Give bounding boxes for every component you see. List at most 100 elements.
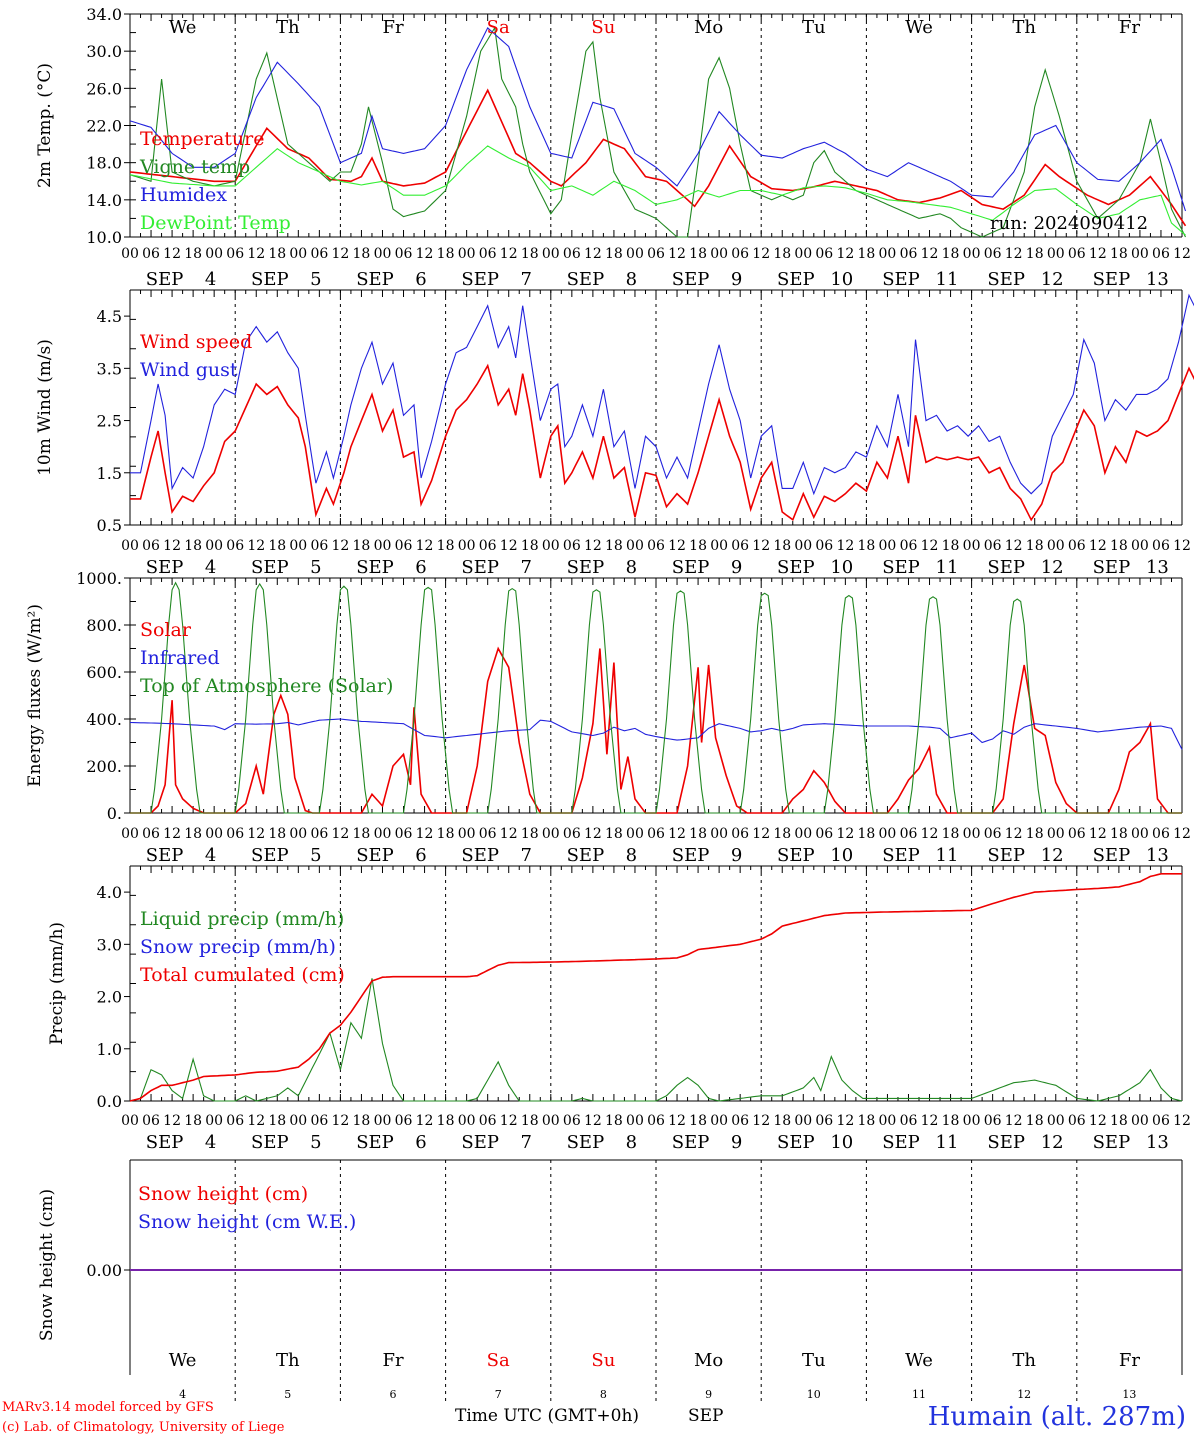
hour-tick-label: 06	[310, 538, 328, 554]
date-month-label: SEP	[777, 1132, 815, 1153]
hour-tick-label: 12	[668, 1113, 686, 1129]
hour-tick-label: 06	[984, 538, 1002, 554]
hour-tick-label: 00	[626, 1113, 644, 1129]
hour-tick-label: 12	[416, 538, 434, 554]
y-tick-label: 18.0	[86, 154, 122, 173]
hour-tick-label: 00	[289, 1113, 307, 1129]
date-day-label: 6	[415, 845, 426, 866]
date-month-label: SEP	[987, 845, 1025, 866]
day-number-label: 5	[284, 1388, 291, 1401]
hour-tick-label: 06	[310, 826, 328, 842]
date-month-label: SEP	[251, 1132, 289, 1153]
date-day-label: 5	[310, 845, 321, 866]
hour-tick-label: 06	[731, 246, 749, 262]
legend-entry: Snow precip (mm/h)	[140, 936, 336, 958]
date-day-label: 4	[205, 845, 216, 866]
date-day-label: 7	[520, 1132, 531, 1153]
hour-tick-label: 12	[752, 826, 770, 842]
hour-tick-label: 00	[121, 246, 139, 262]
hour-tick-label: 00	[1047, 246, 1065, 262]
hour-tick-label: 18	[605, 538, 623, 554]
hour-tick-label: 18	[437, 246, 455, 262]
hour-tick-label: 00	[374, 246, 392, 262]
hour-tick-label: 06	[142, 1113, 160, 1129]
hour-tick-label: 00	[1047, 826, 1065, 842]
date-month-label: SEP	[882, 1132, 920, 1153]
hour-tick-label: 12	[1005, 1113, 1023, 1129]
weekday-label: Fr	[382, 17, 403, 38]
hour-tick-label: 12	[1173, 826, 1191, 842]
hour-tick-label: 18	[521, 538, 539, 554]
model-credit: MARv3.14 model forced by GFS	[2, 1400, 214, 1415]
hour-tick-label: 06	[900, 1113, 918, 1129]
date-day-label: 9	[731, 845, 742, 866]
hour-tick-label: 18	[857, 826, 875, 842]
hour-tick-label: 18	[1110, 246, 1128, 262]
hour-tick-label: 12	[1089, 1113, 1107, 1129]
date-day-label: 4	[205, 557, 216, 578]
date-month-label: SEP	[672, 557, 710, 578]
date-day-label: 4	[205, 1132, 216, 1153]
hour-tick-label: 18	[942, 538, 960, 554]
hour-tick-label: 00	[879, 1113, 897, 1129]
date-day-label: 7	[520, 845, 531, 866]
day-number-label: 6	[390, 1388, 397, 1401]
hour-tick-label: 12	[331, 826, 349, 842]
hour-tick-label: 18	[773, 538, 791, 554]
hour-tick-label: 18	[437, 538, 455, 554]
hour-tick-label: 06	[142, 826, 160, 842]
hour-tick-label: 00	[710, 538, 728, 554]
hour-tick-label: 00	[879, 246, 897, 262]
hour-tick-label: 12	[752, 538, 770, 554]
date-month-label: SEP	[672, 269, 710, 290]
date-month-label: SEP	[777, 845, 815, 866]
hour-tick-label: 06	[479, 1113, 497, 1129]
hour-tick-label: 12	[1089, 538, 1107, 554]
legend-entry: Total cumulated (cm)	[140, 964, 345, 986]
hour-tick-label: 12	[1173, 246, 1191, 262]
date-day-label: 11	[936, 845, 959, 866]
y-tick-label: 1.0	[97, 1040, 122, 1059]
hour-tick-label: 06	[900, 538, 918, 554]
date-month-label: SEP	[882, 557, 920, 578]
weekday-label: Th	[1012, 1350, 1036, 1371]
hour-tick-label: 00	[121, 826, 139, 842]
y-axis-label: Precip (mm/h)	[47, 922, 67, 1045]
date-month-label: SEP	[356, 1132, 394, 1153]
hour-tick-label: 18	[942, 246, 960, 262]
hour-tick-label: 00	[794, 538, 812, 554]
date-month-label: SEP	[567, 1132, 605, 1153]
weekday-label: We	[169, 1350, 197, 1371]
hour-tick-label: 00	[542, 246, 560, 262]
hour-tick-label: 12	[500, 826, 518, 842]
hour-tick-label: 18	[1026, 826, 1044, 842]
hour-tick-label: 12	[752, 246, 770, 262]
weekday-label: Fr	[382, 1350, 403, 1371]
hour-tick-label: 06	[647, 538, 665, 554]
hour-tick-label: 06	[1152, 538, 1170, 554]
hour-tick-label: 06	[900, 826, 918, 842]
date-day-label: 13	[1146, 1132, 1169, 1153]
hour-tick-label: 00	[626, 246, 644, 262]
y-tick-label: 2.5	[97, 412, 122, 431]
hour-tick-label: 18	[353, 246, 371, 262]
hour-tick-label: 00	[205, 538, 223, 554]
date-month-label: SEP	[1093, 557, 1131, 578]
hour-tick-label: 06	[142, 538, 160, 554]
hour-tick-label: 18	[773, 826, 791, 842]
hour-tick-label: 00	[289, 538, 307, 554]
series-line	[129, 26, 1186, 238]
date-month-label: SEP	[356, 269, 394, 290]
hour-tick-label: 18	[521, 1113, 539, 1129]
hour-tick-label: 06	[647, 1113, 665, 1129]
hour-tick-label: 06	[731, 538, 749, 554]
date-month-label: SEP	[356, 845, 394, 866]
hour-tick-label: 12	[836, 1113, 854, 1129]
hour-tick-label: 00	[963, 826, 981, 842]
hour-tick-label: 00	[1047, 538, 1065, 554]
date-month-label: SEP	[146, 1132, 184, 1153]
date-month-label: SEP	[1093, 1132, 1131, 1153]
date-day-label: 5	[310, 269, 321, 290]
date-day-label: 11	[936, 269, 959, 290]
hour-tick-label: 18	[353, 1113, 371, 1129]
